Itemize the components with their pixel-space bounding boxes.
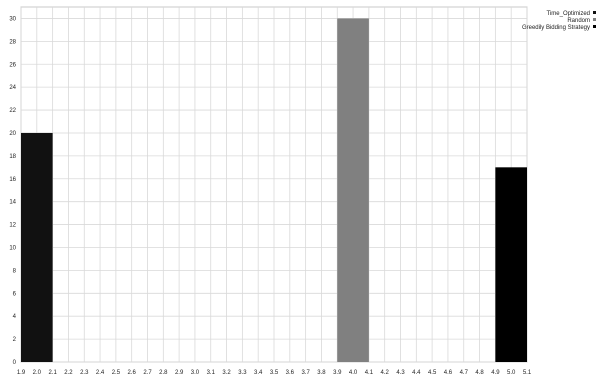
x-tick-label: 4.9: [491, 370, 500, 376]
x-tick-label: 3.0: [191, 370, 200, 376]
y-tick-label: 20: [9, 131, 16, 137]
grid-layer: [20, 6, 528, 363]
legend-label: Greedily Bidding Strategy: [522, 25, 590, 31]
x-tick-label: 4.1: [365, 370, 374, 376]
y-tick-label: 2: [13, 337, 17, 343]
x-tick-label: 2.6: [128, 370, 137, 376]
y-tick-label: 18: [9, 154, 16, 160]
axis-layer: 1.9 2.0 2.1 2.2 2.3 2.4 2.5 2.6 2.7 2.8 2.9 3.0 3.1 3…: [9, 16, 532, 376]
x-tick-label: 1.9: [17, 370, 26, 376]
x-tick-label: 3.4: [254, 370, 263, 376]
bar-random: [337, 18, 369, 363]
x-tick-label: 2.2: [64, 370, 73, 376]
x-tick-label: 4.6: [444, 370, 453, 376]
x-tick-label: 2.5: [112, 370, 121, 376]
bar-time-optimized: [21, 132, 53, 362]
y-tick-label: 22: [9, 108, 16, 114]
bar-layer: [21, 18, 527, 363]
y-tick-label: 30: [9, 16, 16, 22]
x-tick-label: 4.8: [475, 370, 484, 376]
legend-swatch: [593, 18, 596, 21]
x-tick-label: 4.3: [396, 370, 405, 376]
x-tick-label: 5.1: [523, 370, 532, 376]
y-tick-label: 14: [9, 200, 16, 206]
x-tick-label: 2.4: [96, 370, 105, 376]
y-tick-label: 6: [13, 291, 17, 297]
x-tick-label: 2.9: [175, 370, 184, 376]
y-tick-label: 4: [13, 314, 17, 320]
y-tick-label: 16: [9, 177, 16, 183]
y-tick-label: 26: [9, 62, 16, 68]
x-tick-label: 2.7: [143, 370, 152, 376]
x-tick-label: 3.3: [238, 370, 247, 376]
x-tick-label: 3.9: [333, 370, 342, 376]
y-tick-label: 28: [9, 39, 16, 45]
x-tick-label: 2.3: [80, 370, 89, 376]
legend-label: Random: [567, 18, 590, 24]
x-tick-label: 4.0: [349, 370, 358, 376]
x-tick-label: 4.5: [428, 370, 437, 376]
x-tick-label: 2.8: [159, 370, 168, 376]
x-tick-label: 3.5: [270, 370, 279, 376]
x-tick-label: 3.8: [317, 370, 326, 376]
legend-swatch: [593, 11, 596, 14]
x-tick-label: 4.2: [381, 370, 390, 376]
legend-label: Time_Optimized: [547, 11, 590, 17]
y-tick-label: 0: [13, 360, 17, 366]
x-tick-label: 3.1: [207, 370, 216, 376]
x-tick-label: 5.0: [507, 370, 516, 376]
y-tick-label: 10: [9, 245, 16, 251]
x-tick-label: 2.1: [48, 370, 57, 376]
y-tick-label: 12: [9, 223, 16, 229]
x-tick-label: 4.4: [412, 370, 421, 376]
y-tick-label: 24: [9, 85, 16, 91]
legend-swatch: [593, 25, 596, 28]
y-tick-label: 8: [13, 268, 17, 274]
x-tick-label: 3.2: [222, 370, 231, 376]
x-tick-label: 3.7: [301, 370, 310, 376]
x-tick-label: 2.0: [33, 370, 42, 376]
bar-greedily-bidding-strategy: [495, 167, 527, 362]
x-tick-label: 3.6: [286, 370, 295, 376]
x-tick-label: 4.7: [460, 370, 469, 376]
